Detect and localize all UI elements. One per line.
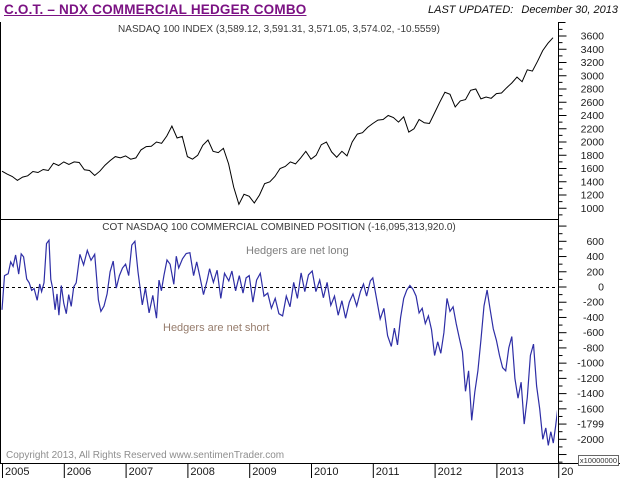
x-axis-year-label: 20: [561, 466, 573, 478]
last-updated: LAST UPDATED: December 30, 2013: [428, 4, 618, 16]
ndx-price-line: [1, 37, 554, 206]
y-axis-tick-label: 0: [598, 282, 604, 294]
y-axis-tick-label: -800: [583, 342, 604, 354]
x-axis-year-label: 2007: [129, 466, 153, 478]
y-axis-tick-label: -600: [583, 327, 604, 339]
y-axis-tick-label: -1600: [577, 403, 604, 415]
y-axis-tick-label: 1200: [581, 190, 605, 202]
annotation-hedgers-net-short: Hedgers are net short: [163, 322, 270, 334]
x-axis-year-label: 2005: [5, 466, 29, 478]
x-axis-year-label: 2012: [438, 466, 462, 478]
copyright-notice: Copyright 2013, All Rights Reserved www.…: [6, 450, 285, 461]
y-axis-tick-label: 3600: [581, 31, 605, 43]
x-axis-year-label: 2006: [67, 466, 91, 478]
y-axis-tick-label: -1400: [577, 388, 604, 400]
y-axis-tick-label: 200: [586, 266, 604, 278]
y-axis-tick-label: 3200: [581, 57, 605, 69]
y-axis-tick-label: 2200: [581, 123, 605, 135]
last-updated-label: LAST UPDATED:: [428, 4, 514, 16]
y-axis-tick-label: 2000: [581, 137, 605, 149]
x-axis-year-label: 2009: [252, 466, 276, 478]
y-axis-tick-label: 600: [586, 236, 604, 248]
page-title: C.O.T. – NDX COMMERCIAL HEDGER COMBO: [4, 2, 307, 17]
y-axis-tick-label: 400: [586, 251, 604, 263]
y-axis-tick-label: 1000: [581, 203, 605, 215]
last-updated-value: December 30, 2013: [521, 4, 618, 16]
cot-position-line: [1, 238, 557, 446]
y-axis-tick-label: -1799: [577, 419, 604, 431]
y-axis-tick-label: -400: [583, 312, 604, 324]
y-axis-tick-label: 2400: [581, 110, 605, 122]
x-axis-year-label: 2008: [190, 466, 214, 478]
x-axis-year-label: 2013: [499, 466, 523, 478]
y-axis-tick-label: -200: [583, 297, 604, 309]
cot-panel-title: COT NASDAQ 100 COMMERCIAL COMBINED POSIT…: [102, 222, 456, 233]
axis-scale-multiplier-label: x10000000: [577, 455, 619, 466]
y-axis-tick-label: 2600: [581, 97, 605, 109]
y-axis-tick-label: 2800: [581, 84, 605, 96]
annotation-hedgers-net-long: Hedgers are net long: [246, 245, 349, 257]
y-axis-tick-label: -1000: [577, 358, 604, 370]
y-axis-tick-label: -2000: [577, 434, 604, 446]
x-axis-year-label: 2010: [314, 466, 338, 478]
y-axis-tick-label: 1800: [581, 150, 605, 162]
price-panel-title: NASDAQ 100 INDEX (3,589.12, 3,591.31, 3,…: [118, 24, 440, 35]
y-axis-tick-label: -1200: [577, 373, 604, 385]
y-axis-tick-label: 1600: [581, 163, 605, 175]
x-axis-year-label: 2011: [376, 466, 400, 478]
y-axis-tick-label: 3000: [581, 70, 605, 82]
y-axis-tick-label: 1400: [581, 176, 605, 188]
y-axis-tick-label: 3400: [581, 44, 605, 56]
